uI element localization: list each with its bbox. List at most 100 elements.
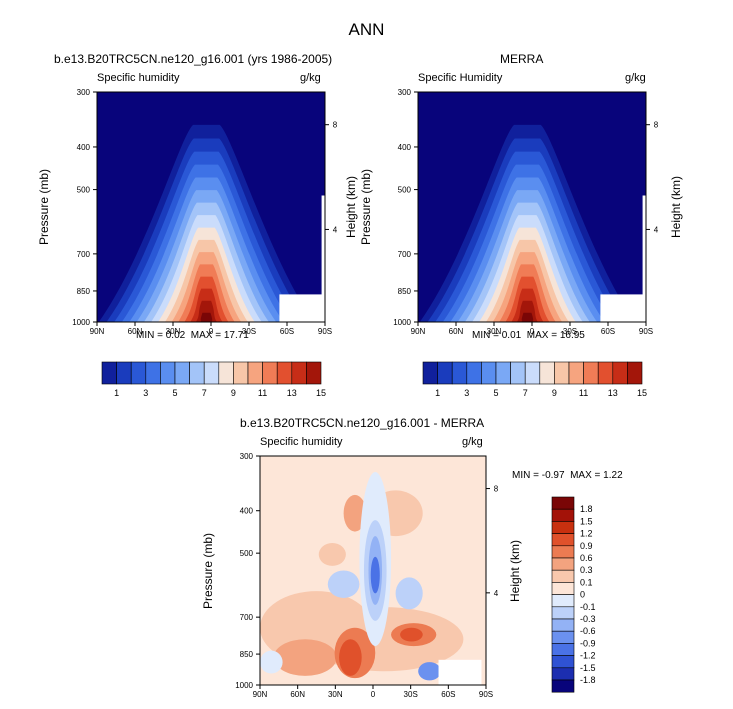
panel3-xtick-label: 90S xyxy=(479,690,493,699)
panel1-htick-label: 8 xyxy=(333,121,338,130)
panel1-stats: MIN = 0.02 MAX = 17.71 xyxy=(136,330,249,341)
panel3-colorbar-label: 1.5 xyxy=(580,516,593,526)
panel2-units-label: g/kg xyxy=(625,72,646,84)
panel3-title: b.e13.B20TRC5CN.ne120_g16.001 - MERRA xyxy=(240,416,485,430)
panel1-colorbar-box xyxy=(262,361,278,385)
panel1-colorbar-label: 7 xyxy=(202,388,207,398)
panel3-ytick-label: 300 xyxy=(240,452,254,461)
panel1-xtick-label: 90S xyxy=(318,327,332,336)
panel1-colorbar-box xyxy=(116,361,132,385)
panel3-positive-region xyxy=(318,543,346,566)
panel1-colorbar-box xyxy=(276,361,293,385)
panel2-colorbar-label: 13 xyxy=(608,388,618,398)
panel2-colorbar-box xyxy=(422,361,438,385)
panel2-colorbar-label: 9 xyxy=(552,388,557,398)
panel1-colorbar-label: 13 xyxy=(287,388,297,398)
panel3-positive-region xyxy=(339,639,362,676)
panel2-colorbar-box xyxy=(612,361,628,385)
panel1-contour-band xyxy=(200,312,213,322)
panel3-htick-label: 4 xyxy=(494,589,499,598)
panel2-colorbar-box xyxy=(495,361,511,385)
panel3-colorbar-label: -0.3 xyxy=(580,614,596,624)
panel1-colorbar-box xyxy=(130,361,147,385)
panel3-colorbar-label: 0.9 xyxy=(580,541,593,551)
panel1-xtick-label: 60N xyxy=(128,327,143,336)
panel1-ytick-label: 500 xyxy=(77,186,91,195)
panel3-colorbar-box xyxy=(551,679,575,693)
panel3-negative-region xyxy=(327,570,360,598)
panel2-colorbar-label: 5 xyxy=(493,388,498,398)
panel1-colorbar-box xyxy=(174,361,190,385)
panel2-colorbar-box xyxy=(583,361,599,385)
panel2-xtick-label: 90S xyxy=(639,327,653,336)
panel3-xtick-label: 90N xyxy=(253,690,268,699)
panel3-ytick-label: 500 xyxy=(240,549,254,558)
panel3-negative-region xyxy=(260,650,283,674)
panel3-xtick-label: 30N xyxy=(328,690,343,699)
panel3-stats: MIN = -0.97 MAX = 1.22 xyxy=(512,470,623,481)
panel2-htick-label: 4 xyxy=(654,225,659,234)
panel2-colorbar-label: 3 xyxy=(464,388,469,398)
panel3-colorbar-box xyxy=(551,508,575,522)
panel3-colorbar-label: -0.1 xyxy=(580,602,596,612)
panel1-colorbar-box xyxy=(189,361,205,385)
panel1-colorbar-label: 5 xyxy=(172,388,177,398)
panel1-ytick-label: 850 xyxy=(77,287,91,296)
panel2-ytick-label: 1000 xyxy=(393,318,411,327)
panel2-title: MERRA xyxy=(500,52,544,66)
panel1-xtick-label: 30N xyxy=(166,327,181,336)
panel1-colorbar-label: 3 xyxy=(143,388,148,398)
panel3-colorbar-label: 0.6 xyxy=(580,553,593,563)
panel3-colorbar-label: -1.5 xyxy=(580,663,596,673)
panel2-contour-band xyxy=(516,300,538,322)
panel1-xtick-label: 60S xyxy=(280,327,294,336)
panel2-contour-band xyxy=(521,312,534,322)
panel3-colorbar-label: 0.3 xyxy=(580,565,593,575)
panel3-xtick-label: 30S xyxy=(404,690,418,699)
panel2-ytick-label: 700 xyxy=(398,250,412,259)
panel3-colorbar-label: 1.2 xyxy=(580,529,593,539)
panel3-negative-region xyxy=(370,556,380,594)
panel3-ytick-label: 700 xyxy=(240,613,254,622)
panel2-missing-region xyxy=(600,294,646,322)
panel2-colorbar-box xyxy=(627,361,643,385)
panel1-colorbar-box xyxy=(203,361,220,385)
panel3-colorbar-box xyxy=(551,667,575,681)
panel1-htick-label: 4 xyxy=(333,225,338,234)
panel3-positive-region xyxy=(273,639,337,676)
panel2-ytick-label: 850 xyxy=(398,287,412,296)
panel3-xtick-label: 0 xyxy=(371,690,376,699)
panel1-colorbar-box xyxy=(218,361,234,385)
panel1-colorbar-box xyxy=(306,361,322,385)
panel3-xtick-label: 60S xyxy=(441,690,455,699)
panel3-colorbar-label: -1.2 xyxy=(580,651,596,661)
panel1-title: b.e13.B20TRC5CN.ne120_g16.001 (yrs 1986-… xyxy=(54,52,333,66)
panel3-missing-region xyxy=(438,659,482,685)
panel2-colorbar-label: 15 xyxy=(637,388,647,398)
panel1-units-label: g/kg xyxy=(300,72,321,84)
panel1-ytick-label: 700 xyxy=(77,250,91,259)
panel1-colorbar-label: 1 xyxy=(114,388,119,398)
panel2-xtick-label: 90N xyxy=(411,327,426,336)
panel3-colorbar-box xyxy=(551,533,575,547)
panel3-variable-label: Specific humidity xyxy=(260,436,343,448)
figure-title: ANN xyxy=(348,20,385,39)
panel2-xtick-label: 30S xyxy=(563,327,577,336)
panel2-ytick-label: 500 xyxy=(398,186,412,195)
panel1-ytick-label: 400 xyxy=(77,143,91,152)
panel3-positive-region xyxy=(343,494,367,532)
panel3-colorbar-label: -0.9 xyxy=(580,638,596,648)
panel3-colorbar-box xyxy=(551,630,575,644)
panel3-units-label: g/kg xyxy=(462,436,483,448)
panel2-colorbar-box xyxy=(539,361,555,385)
panel2-colorbar-box xyxy=(437,361,453,385)
panel2-stats: MIN = 0.01 MAX = 16.95 xyxy=(472,330,585,341)
panel3-colorbar-box xyxy=(551,569,575,583)
panel2-htick-label: 8 xyxy=(654,121,659,130)
panel1-colorbar-box xyxy=(247,361,263,385)
panel3-negative-region xyxy=(395,577,423,610)
panel3-colorbar-label: 0.1 xyxy=(580,577,593,587)
panel2-colorbar-box xyxy=(510,361,526,385)
panel1-contour-band xyxy=(195,300,217,322)
